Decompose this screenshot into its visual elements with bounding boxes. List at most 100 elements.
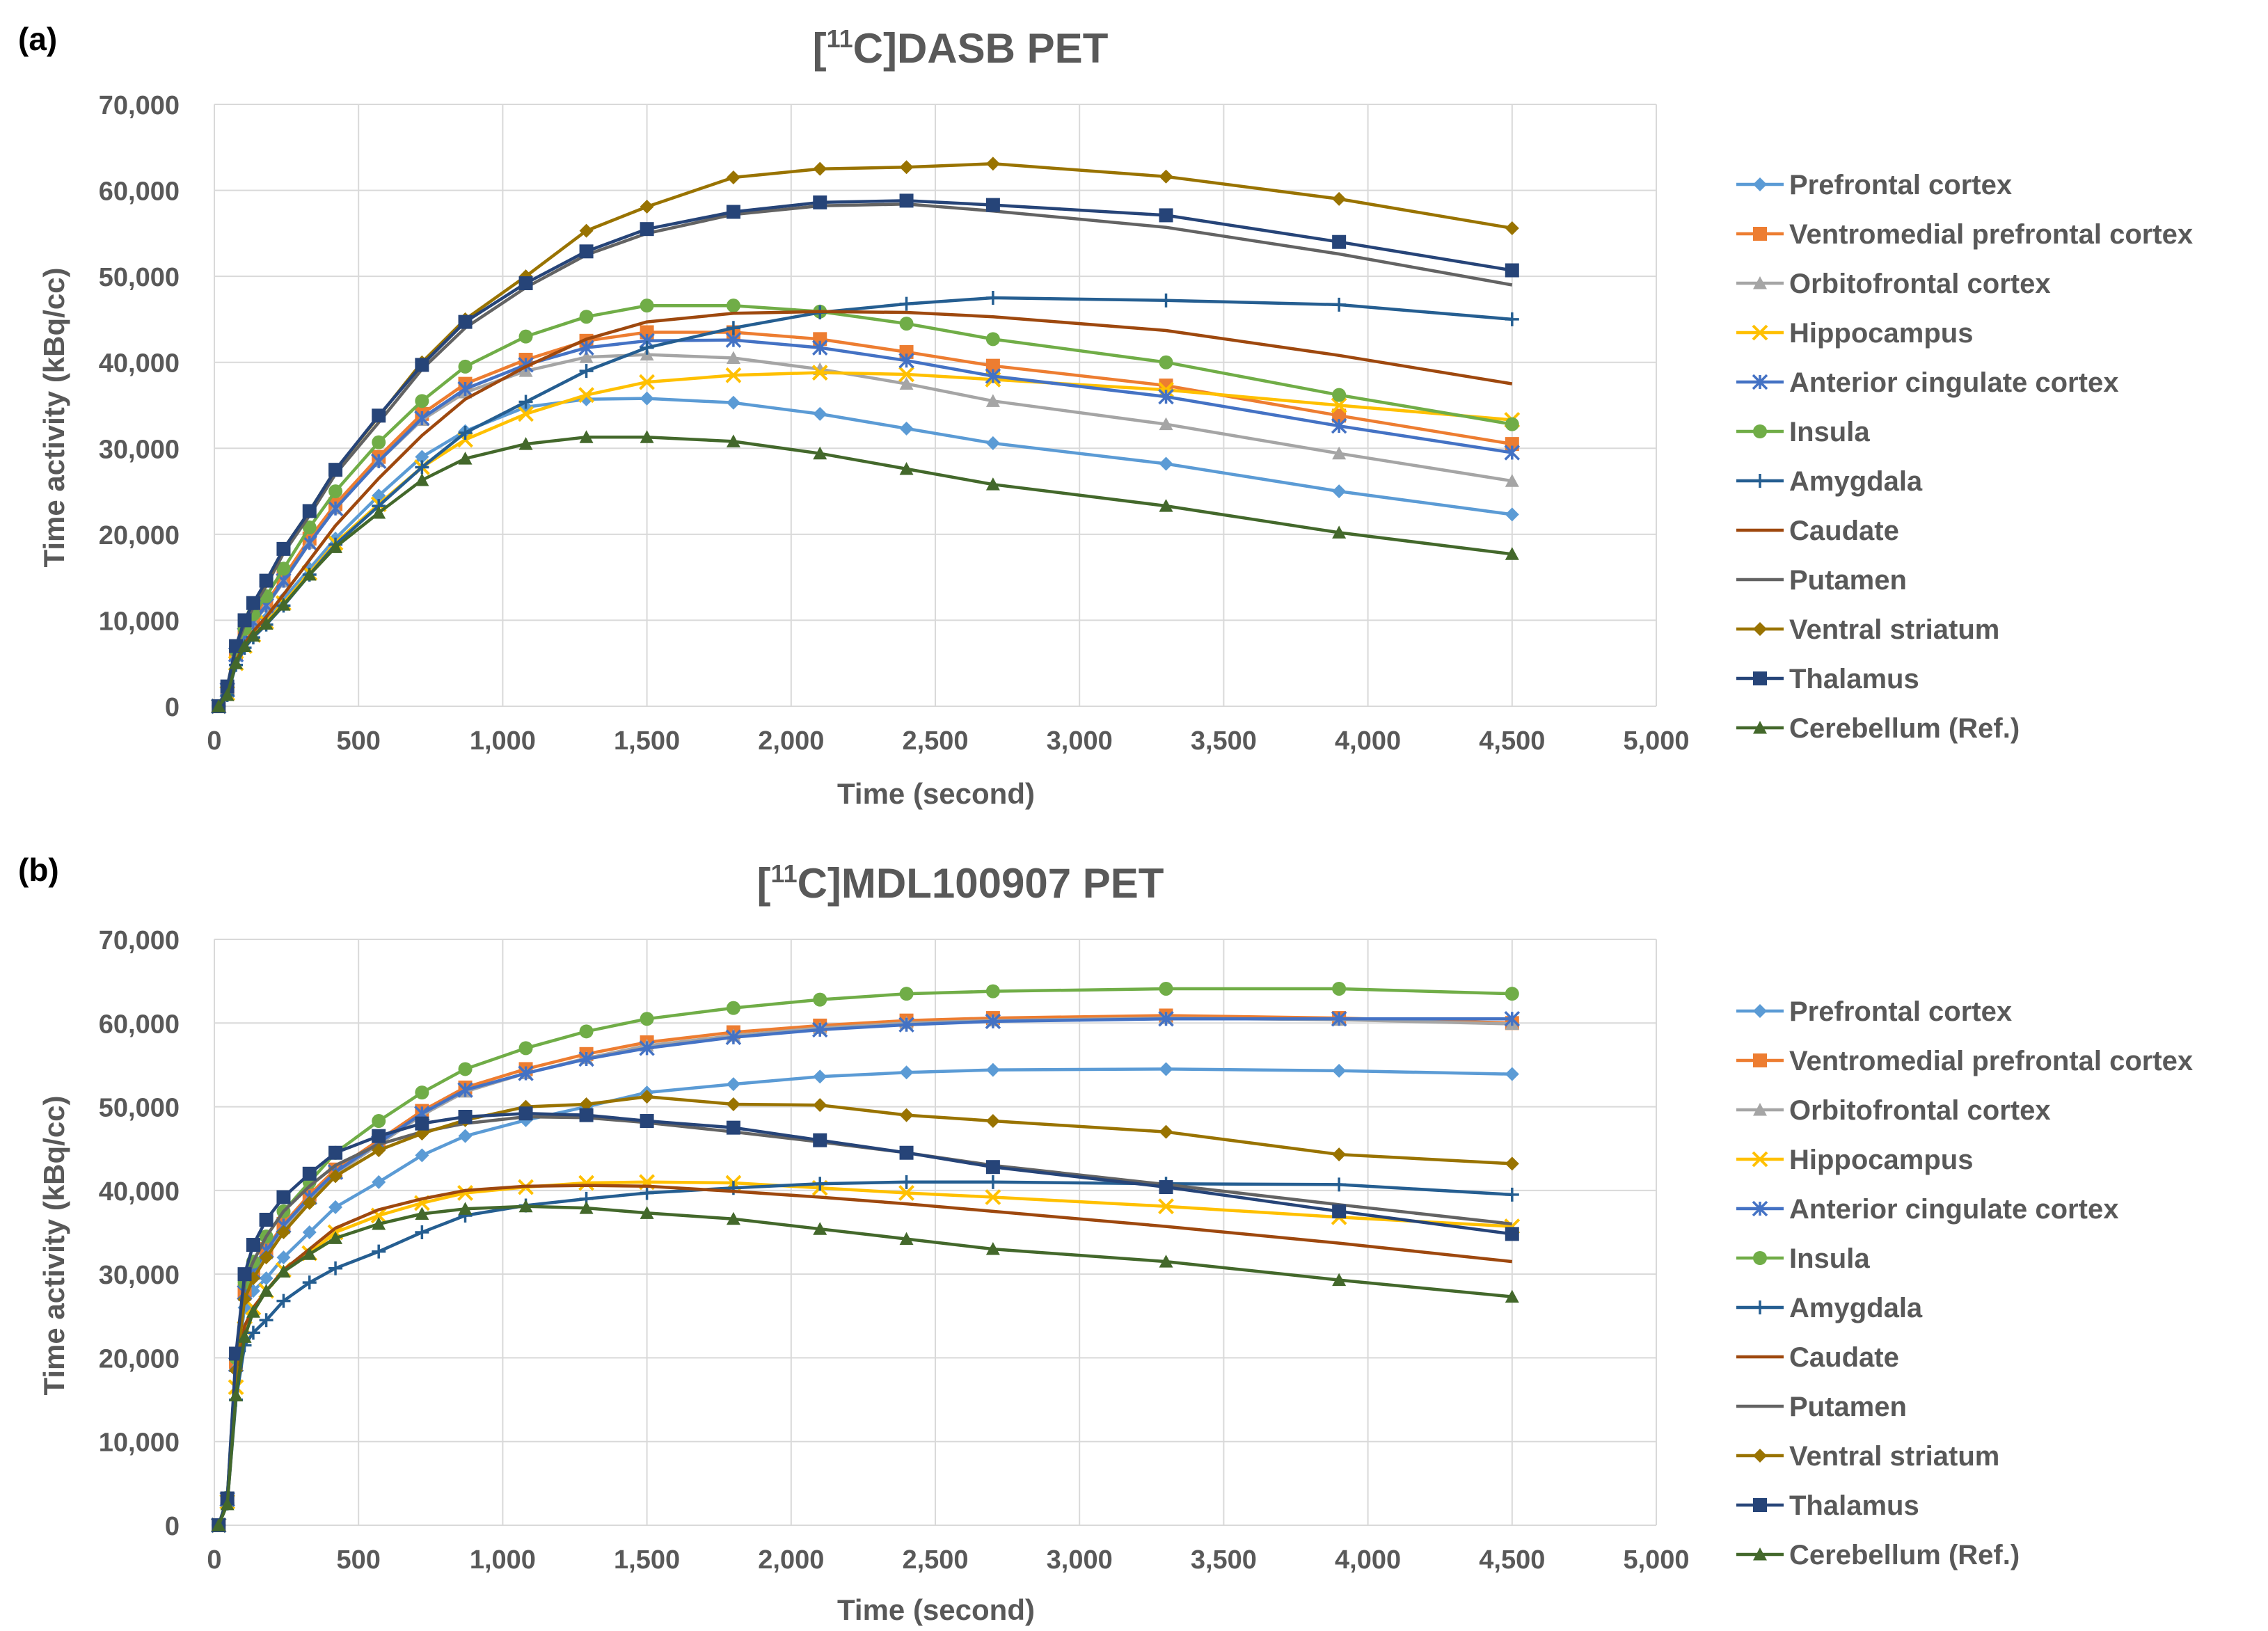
data-point [301, 534, 317, 551]
legend-item-ventral-striatum: Ventral striatum [1736, 1441, 1999, 1472]
series-hippocampus [210, 1174, 1521, 1534]
data-point [813, 1133, 827, 1147]
data-point [1332, 1147, 1347, 1162]
x-tick-label: 4,000 [1335, 1545, 1401, 1575]
data-point [415, 473, 429, 486]
y-tick-label: 70,000 [99, 926, 180, 955]
series-line-thalamus [217, 199, 1513, 707]
data-point [726, 299, 740, 313]
data-point [302, 1275, 317, 1290]
data-point [302, 567, 317, 581]
x-tick-label: 1,000 [470, 1545, 536, 1575]
data-point [372, 1216, 386, 1230]
data-point [1505, 987, 1519, 1001]
data-point [1332, 1177, 1347, 1192]
y-tick-label: 30,000 [99, 1261, 180, 1290]
legend-label: Amygdala [1789, 1293, 1923, 1323]
x-tick-label: 5,000 [1623, 1545, 1689, 1575]
data-point [1505, 1156, 1519, 1171]
legend-label: Insula [1789, 1243, 1870, 1274]
data-point [1331, 417, 1347, 434]
legend-marker [1752, 374, 1768, 390]
legend-item-anterior-cingulate-cortex: Anterior cingulate cortex [1736, 1194, 2118, 1225]
data-point [899, 1232, 914, 1246]
legend-label: Thalamus [1789, 1490, 1919, 1521]
data-point [246, 1238, 260, 1252]
x-tick-label: 1,500 [614, 726, 680, 756]
panel-label-b: (b) [18, 852, 59, 888]
chart-title-b: [11C]MDL100907 PET [757, 859, 1164, 907]
series-putamen [217, 202, 1513, 707]
data-point [726, 1120, 740, 1135]
legend-marker [1752, 1151, 1768, 1168]
y-tick-label: 10,000 [99, 607, 180, 636]
data-point [229, 1346, 244, 1361]
data-point [640, 391, 654, 406]
x-tick-label: 500 [336, 726, 380, 756]
x-tick-label: 2,500 [902, 726, 968, 756]
legend-item-insula: Insula [1736, 1243, 1870, 1274]
legend-item-hippocampus: Hippocampus [1736, 318, 1973, 349]
y-tick-label: 0 [165, 693, 180, 722]
y-tick-label: 40,000 [99, 1177, 180, 1207]
data-point [372, 408, 386, 423]
data-point [813, 195, 827, 209]
legend-marker [1753, 1004, 1767, 1018]
series-line-caudate [217, 310, 1513, 708]
data-point [899, 421, 914, 436]
data-point [639, 374, 656, 390]
data-point [276, 1264, 291, 1278]
legend-item-putamen: Putamen [1736, 565, 1907, 596]
data-point [1158, 1011, 1174, 1027]
data-point [726, 1001, 740, 1015]
y-tick-label: 60,000 [99, 1010, 180, 1039]
data-point [237, 613, 252, 628]
data-point [985, 1242, 1000, 1255]
y-axis-b: 0 10,000 20,000 30,000 40,000 50,000 60,000 70,… [99, 926, 180, 1541]
data-point [518, 1199, 533, 1213]
data-point [328, 1261, 343, 1275]
data-point [899, 1065, 914, 1080]
x-tick-label: 5,000 [1623, 726, 1689, 756]
data-point [579, 364, 594, 379]
data-point [302, 1166, 317, 1181]
y-tick-label: 10,000 [99, 1429, 180, 1458]
series-line-thalamus [217, 1111, 1513, 1526]
data-point [579, 1097, 594, 1111]
x-tick-label: 1,500 [614, 1545, 680, 1575]
data-point [1331, 1011, 1347, 1027]
legend-item-anterior-cingulate-cortex: Anterior cingulate cortex [1736, 367, 2118, 398]
series-b [210, 981, 1521, 1534]
x-tick-label: 2,000 [758, 1545, 824, 1575]
y-tick-label: 20,000 [99, 521, 180, 550]
data-point [302, 1225, 317, 1239]
legend-marker [1753, 474, 1767, 488]
legend-marker [1753, 424, 1767, 438]
legend-label: Caudate [1789, 516, 1899, 546]
data-point [415, 1207, 429, 1220]
data-point [415, 1085, 429, 1100]
x-tick-label: 4,500 [1479, 1545, 1545, 1575]
data-point [518, 395, 533, 409]
data-point [1505, 417, 1519, 431]
data-point [1159, 169, 1173, 184]
data-point [458, 1062, 473, 1076]
data-point [1332, 1273, 1347, 1287]
data-point [811, 365, 828, 381]
data-point [640, 1206, 654, 1219]
legend-item-thalamus: Thalamus [1736, 1490, 1919, 1521]
data-point [898, 1017, 914, 1033]
data-point [237, 1330, 252, 1343]
data-point [1331, 397, 1347, 413]
data-point [1332, 981, 1347, 996]
data-point [237, 1267, 252, 1282]
x-axis-title-a: Time (second) [837, 777, 1035, 810]
x-tick-label: 0 [207, 726, 221, 756]
series-line-orbitofrontal-cortex [217, 1016, 1512, 1526]
legend-item-prefrontal-cortex: Prefrontal cortex [1736, 170, 2012, 200]
data-point [640, 1090, 654, 1104]
data-point [302, 1247, 317, 1260]
data-point [372, 1114, 386, 1129]
data-point [415, 460, 429, 475]
y-tick-label: 20,000 [99, 1344, 180, 1374]
